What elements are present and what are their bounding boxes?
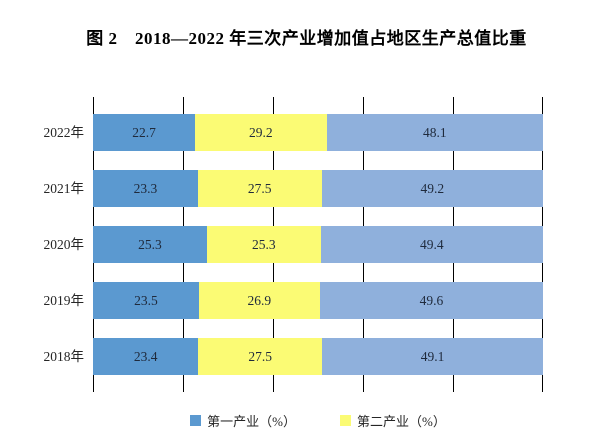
bar-segment: 23.4: [93, 338, 199, 375]
value-label: 23.4: [133, 348, 158, 364]
value-label: 49.4: [420, 236, 444, 252]
bar-row: 2019年 23.5 26.9 49.6: [0, 282, 543, 319]
legend-item: 第二产业（%）: [340, 411, 446, 430]
bar-segment: 23.5: [93, 282, 199, 319]
value-label: 25.3: [138, 236, 162, 252]
legend-item: 第一产业（%）: [190, 411, 296, 430]
bar-row: 2021年 23.3 27.5 49.2: [0, 170, 543, 207]
bar-segment: 27.5: [197, 170, 322, 207]
value-label: 29.2: [249, 124, 273, 140]
bar-segment: 27.5: [198, 338, 323, 375]
stacked-bar: 23.3 27.5 49.2: [93, 170, 543, 207]
value-label: 23.3: [133, 180, 158, 196]
value-label: 25.3: [251, 236, 276, 252]
bar-row: 2020年 25.3 25.3 49.4: [0, 226, 543, 263]
year-label: 2019年: [43, 293, 85, 308]
year-label: 2020年: [43, 237, 85, 252]
bar-segment: 49.2: [321, 170, 543, 207]
plot-area: 2022年 22.7 29.2 48.1 2021年 23.3 27.5 49.2 2020年 2…: [0, 97, 543, 392]
bar-segment: 48.1: [326, 114, 543, 151]
bar-segment: 49.1: [322, 338, 543, 375]
year-label: 2018年: [43, 349, 85, 364]
bar-segment: 26.9: [198, 282, 320, 319]
value-label: 49.2: [420, 180, 445, 196]
bar-segment: 25.3: [206, 226, 321, 263]
stacked-bar: 22.7 29.2 48.1: [93, 114, 543, 151]
legend-label: 第二产业（%）: [357, 414, 446, 429]
value-label: 49.1: [420, 348, 445, 364]
value-label: 23.5: [134, 292, 158, 308]
bar-row: 2022年 22.7 29.2 48.1: [0, 114, 543, 151]
value-label: 48.1: [422, 124, 447, 140]
legend-label: 第一产业（%）: [207, 414, 296, 429]
bar-segment: 49.6: [319, 282, 543, 319]
bar-segment: 29.2: [195, 114, 327, 151]
legend-swatch-icon: [340, 415, 351, 426]
legend: 第一产业（%） 第二产业（%）: [93, 411, 543, 430]
bar-segment: 23.3: [93, 170, 198, 207]
legend-swatch-icon: [190, 415, 202, 426]
bar-segment: 22.7: [93, 114, 196, 151]
year-label: 2022年: [43, 125, 85, 140]
bar-segment: 25.3: [93, 226, 207, 263]
chart-title: 图 2 2018—2022 年三次产业增加值占地区生产总值比重: [86, 29, 527, 48]
bar-segment: 49.4: [320, 226, 543, 263]
value-label: 26.9: [247, 292, 272, 308]
stacked-bar: 23.5 26.9 49.6: [93, 282, 543, 319]
value-label: 22.7: [132, 124, 156, 140]
value-label: 27.5: [248, 348, 272, 364]
bar-rows: 2022年 22.7 29.2 48.1 2021年 23.3 27.5 49.2 2020年 2…: [0, 97, 543, 392]
stacked-bar: 23.4 27.5 49.1: [93, 338, 543, 375]
value-label: 27.5: [247, 180, 272, 196]
value-label: 49.6: [419, 292, 444, 308]
year-label: 2021年: [43, 181, 85, 196]
bar-row: 2018年 23.4 27.5 49.1: [0, 338, 543, 375]
stacked-bar: 25.3 25.3 49.4: [93, 226, 543, 263]
